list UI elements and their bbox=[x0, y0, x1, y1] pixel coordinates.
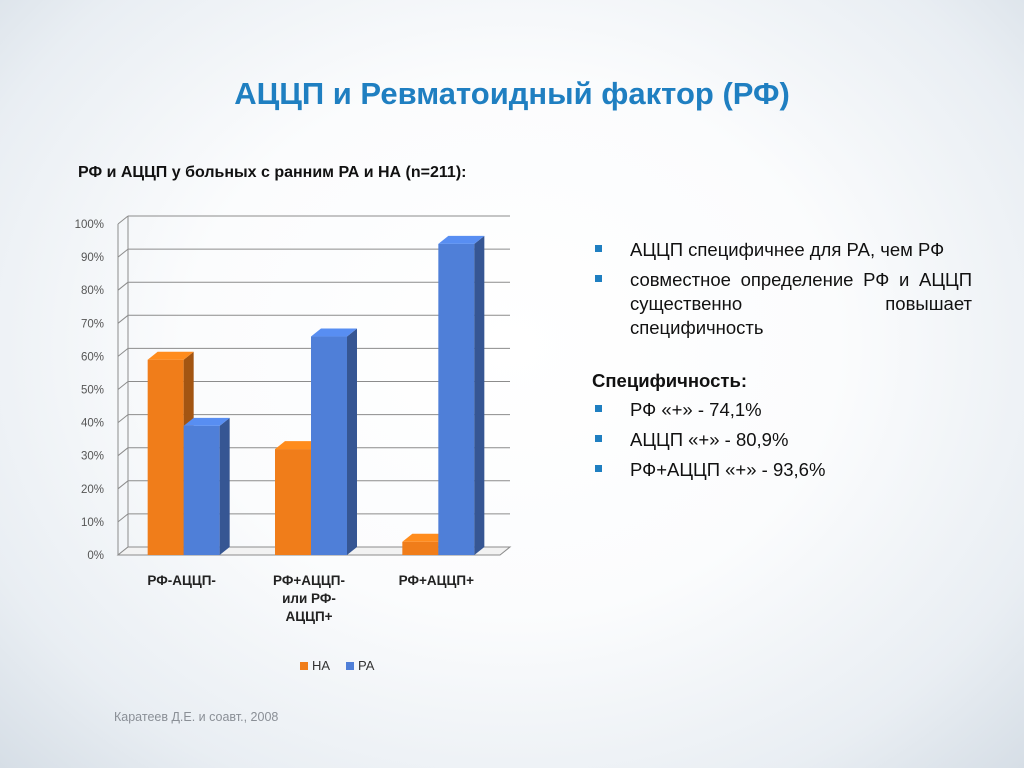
gridline-side bbox=[117, 348, 129, 357]
y-tick-label: 70% bbox=[81, 318, 104, 330]
x-category-label: РФ+АЦЦП- bbox=[273, 573, 345, 588]
bar-РА-2 bbox=[438, 235, 485, 556]
specificity-heading: Специфичность: bbox=[592, 370, 747, 391]
specificity-item: РФ+АЦЦП «+» - 93,6% bbox=[592, 458, 972, 482]
gridline-side bbox=[117, 513, 129, 523]
gridline-side bbox=[117, 480, 129, 490]
chart-subtitle: РФ и АЦЦП у больных с ранним РА и НА (n=… bbox=[78, 164, 467, 181]
y-tick-label: 40% bbox=[81, 418, 104, 430]
y-tick-label: 0% bbox=[87, 550, 104, 562]
y-tick-label: 50% bbox=[81, 385, 104, 397]
specificity-item: РФ «+» - 74,1% bbox=[592, 398, 972, 422]
legend-label: РА bbox=[358, 658, 375, 673]
y-tick-label: 90% bbox=[81, 252, 104, 264]
gridline-side bbox=[117, 248, 129, 258]
x-category-label: или РФ- bbox=[282, 591, 336, 606]
gridline-side bbox=[117, 381, 129, 390]
bar-РА-0 bbox=[183, 417, 230, 555]
slide-title: АЦЦП и Ревматоидный фактор (РФ) bbox=[234, 76, 790, 111]
source-citation: Каратеев Д.Е. и соавт., 2008 bbox=[114, 710, 279, 724]
legend-swatch bbox=[300, 662, 308, 670]
bullet-panel: АЦЦП специфичнее для РА, чем РФ совместн… bbox=[592, 238, 972, 488]
bar-chart: 0% 10% 20% 30% 40% 50% 60% 70% 80% 90% 100% РФ-АЦЦП… bbox=[75, 215, 512, 673]
gridline-side bbox=[117, 215, 129, 225]
bullet-item: совместное определение РФ и АЦЦП существ… bbox=[592, 268, 972, 340]
gridline-side bbox=[117, 447, 129, 457]
y-tick-label: 100% bbox=[75, 219, 104, 231]
x-category-label: РФ+АЦЦП+ bbox=[399, 573, 474, 588]
gridline-side bbox=[117, 314, 129, 324]
bullet-item: АЦЦП специфичнее для РА, чем РФ bbox=[592, 238, 972, 262]
specificity-list: РФ «+» - 74,1% АЦЦП «+» - 80,9% РФ+АЦЦП … bbox=[592, 398, 972, 482]
specificity-item: АЦЦП «+» - 80,9% bbox=[592, 428, 972, 452]
legend-label: НА bbox=[312, 658, 330, 673]
x-category-label: АЦЦП+ bbox=[285, 609, 332, 624]
y-tick-label: 60% bbox=[81, 351, 104, 363]
y-tick-label: 10% bbox=[81, 517, 104, 529]
gridline-side bbox=[117, 414, 129, 423]
gridline-side bbox=[117, 281, 129, 291]
x-category-label: РФ-АЦЦП- bbox=[147, 573, 216, 588]
bar-РА-1 bbox=[311, 328, 357, 555]
y-tick-label: 80% bbox=[81, 285, 104, 297]
y-tick-label: 20% bbox=[81, 484, 104, 496]
legend-swatch bbox=[346, 662, 354, 670]
y-tick-label: 30% bbox=[81, 451, 104, 463]
